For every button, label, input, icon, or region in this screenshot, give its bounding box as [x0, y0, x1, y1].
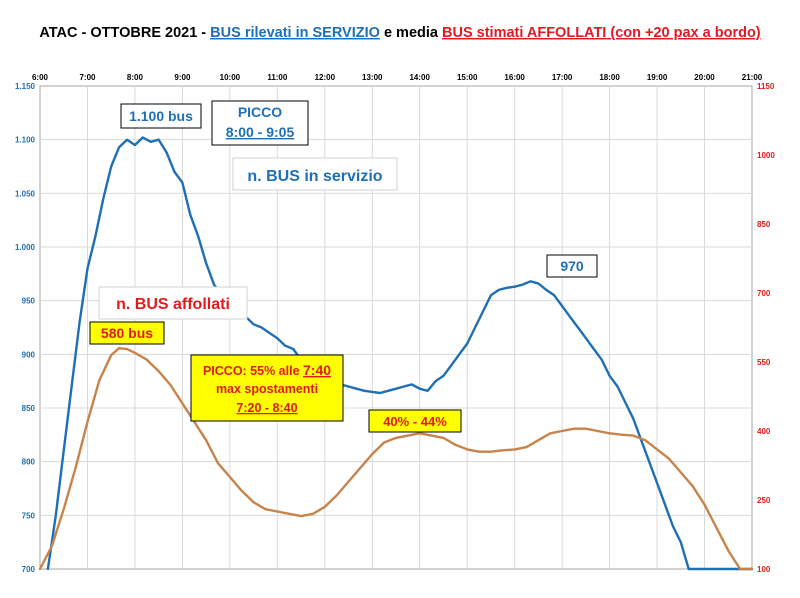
annotation-picco: PICCO 8:00 - 9:05 — [211, 100, 309, 146]
picco2-line1: PICCO: 55% alle 7:40 — [203, 362, 331, 378]
bus-servizio-label: n. BUS in servizio — [247, 168, 382, 185]
x-tick-label: 11:00 — [267, 73, 288, 82]
x-tick-label: 12:00 — [315, 73, 336, 82]
pct-range-text: 40% - 44% — [383, 414, 447, 429]
x-tick-label: 7:00 — [79, 73, 96, 82]
picco-title-text: PICCO — [238, 104, 282, 120]
annotation-affollati-peak: 580 bus — [89, 321, 165, 345]
x-tick-label: 8:00 — [127, 73, 144, 82]
x-tick-label: 13:00 — [362, 73, 383, 82]
x-tick-label: 18:00 — [599, 73, 620, 82]
y-left-tick-label: 850 — [22, 404, 36, 413]
affollati-peak-text: 580 bus — [101, 325, 153, 341]
x-tick-label: 9:00 — [174, 73, 191, 82]
title-part-1: BUS rilevati in SERVIZIO — [210, 25, 380, 41]
y-left-tick-label: 800 — [22, 458, 36, 467]
x-tick-label: 6:00 — [32, 73, 49, 82]
annotation-peak-count: 1.100 bus — [120, 103, 202, 129]
title-part-3: BUS stimati AFFOLLATI — [442, 25, 606, 41]
y-left-tick-label: 1.100 — [15, 136, 36, 145]
y-left-tick-label: 900 — [22, 350, 36, 359]
y-right-tick-label: 550 — [757, 358, 771, 367]
picco-range-text: 8:00 - 9:05 — [226, 124, 295, 140]
affollati-label: n. BUS affollati — [116, 296, 230, 313]
y-left-tick-label: 950 — [22, 297, 36, 306]
y-left-tick-label: 1.150 — [15, 82, 36, 91]
x-tick-label: 16:00 — [504, 73, 525, 82]
peak-count-text: 1.100 bus — [129, 108, 193, 124]
title-part-2: e media — [380, 25, 442, 41]
grid-lines — [40, 86, 752, 569]
y-left-tick-label: 1.000 — [15, 243, 36, 252]
chart-title: ATAC - OTTOBRE 2021 - BUS rilevati in SE… — [39, 25, 760, 41]
x-tick-label: 19:00 — [647, 73, 668, 82]
annotation-affollati: n. BUS affollati — [98, 286, 248, 320]
y-right-tick-label: 400 — [757, 427, 771, 436]
series-lines — [38, 136, 754, 571]
afternoon-peak-text: 970 — [560, 258, 584, 274]
y-left-tick-label: 700 — [22, 565, 36, 574]
x-tick-label: 14:00 — [409, 73, 430, 82]
x-axis-ticks: 6:00 7:00 8:00 9:00 10:00 11:00 12:00 13:00 14:0… — [32, 73, 763, 82]
series-line-1 — [38, 347, 754, 571]
x-tick-label: 10:00 — [220, 73, 241, 82]
y-right-tick-label: 850 — [757, 220, 771, 229]
y-right-tick-label: 700 — [757, 289, 771, 298]
title-part-0: ATAC - OTTOBRE 2021 - — [39, 25, 210, 41]
picco2-line3: 7:20 - 8:40 — [236, 401, 297, 415]
y-left-tick-label: 750 — [22, 511, 36, 520]
annotation-bus-servizio: n. BUS in servizio — [232, 157, 398, 191]
x-tick-label: 21:00 — [742, 73, 763, 82]
x-tick-label: 17:00 — [552, 73, 573, 82]
y-right-tick-label: 1150 — [757, 82, 775, 91]
series-line-0 — [46, 136, 754, 571]
y-right-tick-label: 100 — [757, 565, 771, 574]
y-axis-left: 700 750 800 850 900 950 1.000 1.050 1.100 1.150 — [15, 82, 36, 574]
y-right-tick-label: 1000 — [757, 151, 775, 160]
y-right-tick-label: 250 — [757, 496, 771, 505]
annotation-picco-affollati: PICCO: 55% alle 7:40 max spostamenti 7:2… — [190, 354, 344, 422]
y-left-tick-label: 1.050 — [15, 189, 36, 198]
title-part-4: (con +20 pax a bordo) — [606, 25, 760, 41]
x-tick-label: 15:00 — [457, 73, 478, 82]
x-tick-label: 20:00 — [694, 73, 715, 82]
picco2-line2: max spostamenti — [216, 382, 318, 396]
annotation-afternoon-peak: 970 — [546, 254, 598, 278]
annotation-pct-range: 40% - 44% — [368, 409, 462, 433]
y-axis-right: 100 250 400 550 700 850 1000 1150 — [757, 82, 775, 574]
